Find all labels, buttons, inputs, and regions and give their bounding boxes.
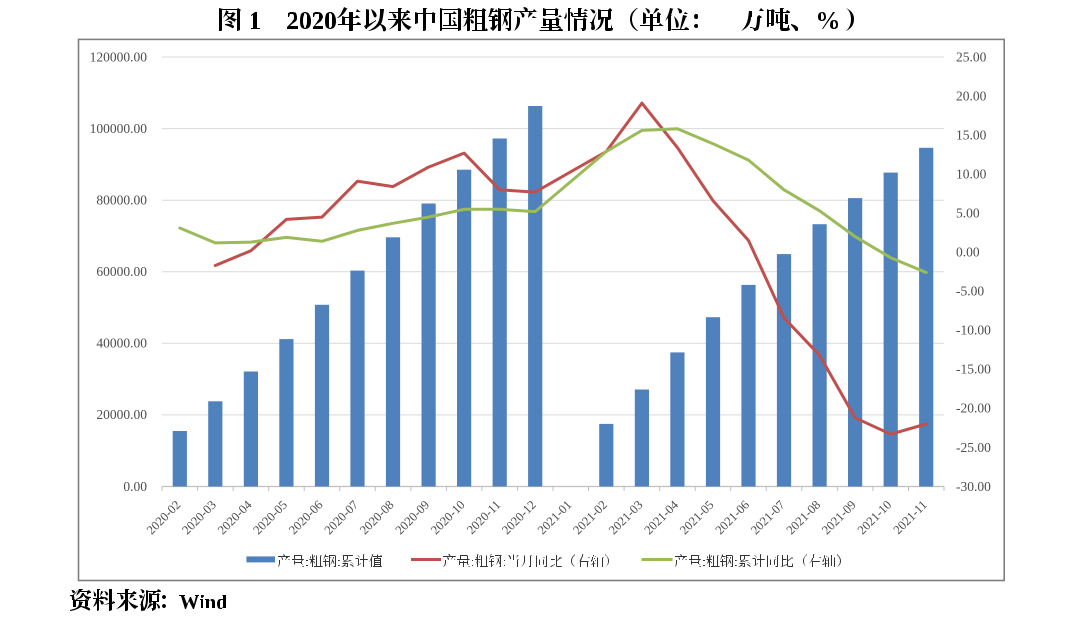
svg-text:25.00: 25.00	[956, 49, 987, 64]
svg-text:-25.00: -25.00	[956, 440, 991, 455]
svg-text:0.00: 0.00	[956, 245, 980, 260]
svg-text:0.00: 0.00	[123, 479, 147, 494]
svg-text:80000.00: 80000.00	[96, 193, 147, 208]
svg-text:15.00: 15.00	[956, 127, 987, 142]
svg-text:120000.00: 120000.00	[90, 49, 148, 64]
svg-text:60000.00: 60000.00	[96, 264, 147, 279]
svg-text:40000.00: 40000.00	[96, 336, 147, 351]
svg-text:-5.00: -5.00	[956, 284, 984, 299]
svg-text:100000.00: 100000.00	[90, 121, 148, 136]
svg-text:20000.00: 20000.00	[96, 407, 147, 422]
svg-text:-30.00: -30.00	[956, 479, 991, 494]
svg-text:5.00: 5.00	[956, 206, 980, 221]
svg-text:10.00: 10.00	[956, 166, 987, 181]
svg-text:-20.00: -20.00	[956, 401, 991, 416]
svg-text:-15.00: -15.00	[956, 362, 991, 377]
svg-text:-10.00: -10.00	[956, 323, 991, 338]
svg-text:20.00: 20.00	[956, 88, 987, 103]
